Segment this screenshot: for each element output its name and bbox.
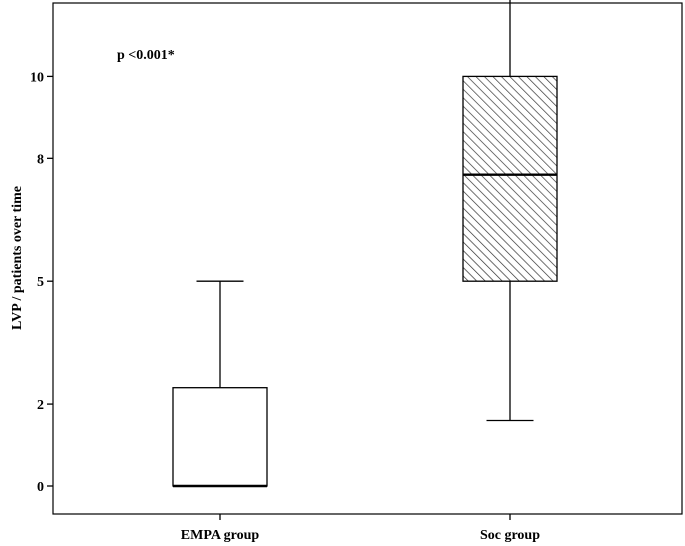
y-axis-label: LVP / patients over time [10, 186, 25, 330]
y-tick-label: 5 [37, 275, 44, 290]
annotation-pvalue: p <0.001* [117, 48, 175, 63]
iqr-box [172, 387, 268, 487]
plot-frame [52, 2, 683, 515]
y-tick-label: 8 [37, 152, 44, 167]
iqr-box [462, 75, 558, 282]
box-soc-group [462, 0, 558, 422]
x-category-label: Soc group [480, 528, 540, 543]
y-axis: 0 2 5 8 10 12 [30, 0, 53, 495]
x-category-label: EMPA group [181, 528, 260, 543]
y-tick-label: 0 [37, 480, 44, 495]
y-tick-label: 2 [37, 398, 44, 413]
box-empa-group [172, 280, 268, 488]
x-axis: EMPA group Soc group [181, 514, 540, 543]
y-tick-label: 10 [30, 70, 44, 85]
y-tick-label: 12 [30, 0, 44, 3]
boxes [172, 0, 558, 488]
